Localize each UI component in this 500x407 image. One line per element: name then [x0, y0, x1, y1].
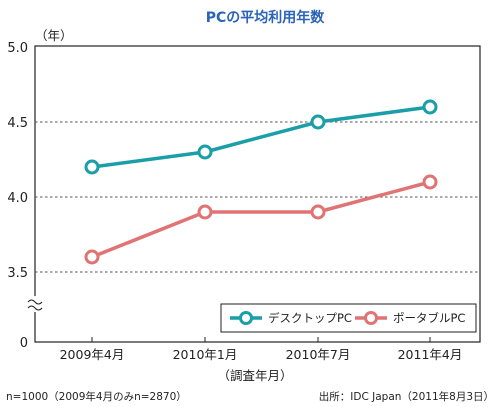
y-tick-label: 0 — [20, 336, 28, 351]
grid-lines — [35, 121, 480, 273]
legend-label-desktop: デスクトップPC — [268, 311, 352, 325]
data-point-1 — [422, 174, 438, 190]
chart-title: PCの平均利用年数 — [206, 9, 326, 26]
legend-marker-desktop — [239, 311, 253, 325]
plot-area — [34, 45, 481, 343]
data-point-1 — [197, 204, 213, 220]
data-point-0 — [197, 144, 213, 160]
x-tick-label: 2010年7月 — [286, 347, 351, 362]
y-tick-label: 5.0 — [7, 41, 28, 56]
axis-break-icon — [27, 296, 43, 312]
legend-box — [220, 303, 477, 333]
series-group — [84, 99, 438, 265]
x-tick-label: 2010年1月 — [173, 347, 238, 362]
y-axis-ticks: 5.0 4.5 4.0 3.5 0 — [7, 41, 28, 351]
x-axis-label: （調査年月） — [217, 368, 292, 383]
legend: デスクトップPC ポータブルPC — [220, 303, 477, 333]
x-axis-ticks: 2009年4月 2010年1月 2010年7月 2011年4月 — [60, 337, 463, 362]
data-point-0 — [310, 114, 326, 130]
data-point-0 — [422, 99, 438, 115]
y-tick-label: 4.0 — [7, 191, 28, 206]
series-line-0 — [91, 105, 431, 169]
data-point-0 — [84, 159, 100, 175]
y-axis-unit: （年） — [35, 28, 73, 43]
sample-size-note: n=1000（2009年4月のみn=2870） — [6, 390, 187, 403]
y-tick-label: 3.5 — [7, 266, 28, 281]
series-line-1 — [91, 180, 431, 259]
legend-label-portable: ポータブルPC — [393, 311, 465, 325]
data-point-1 — [84, 249, 100, 265]
x-tick-label: 2011年4月 — [398, 347, 463, 362]
x-tick-label: 2009年4月 — [60, 347, 125, 362]
source-note: 出所：IDC Japan（2011年8月3日） — [319, 390, 494, 403]
data-point-1 — [310, 204, 326, 220]
y-tick-label: 4.5 — [7, 116, 28, 131]
legend-marker-portable — [364, 311, 378, 325]
